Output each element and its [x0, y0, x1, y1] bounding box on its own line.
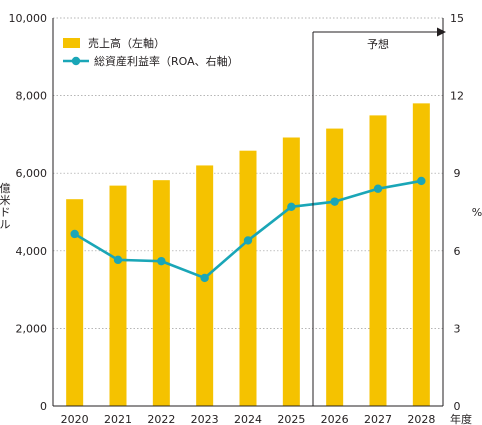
bar	[152, 180, 170, 406]
bar	[326, 128, 344, 406]
bar	[196, 165, 214, 406]
x-tick-label: 2027	[364, 413, 392, 425]
y-right-tick-label: 9	[454, 167, 461, 180]
x-tick-label: 2026	[321, 413, 349, 425]
bar	[239, 150, 257, 406]
y-left-tick-label: 4,000	[16, 245, 48, 258]
x-tick-label: 2021	[104, 413, 132, 425]
forecast-arrow-head	[437, 27, 446, 37]
forecast-marker: 予想	[312, 27, 446, 406]
roa-point	[113, 255, 123, 265]
bar	[369, 115, 387, 406]
line-series	[70, 176, 426, 283]
x-tick-label: 2024	[234, 413, 262, 425]
roa-point	[70, 229, 79, 239]
legend-swatch-bar	[63, 38, 80, 48]
bar-series	[66, 103, 430, 407]
bar	[109, 185, 127, 406]
x-tick-label: 2023	[191, 413, 219, 425]
y-right-axis-label: %	[472, 206, 482, 219]
axes	[52, 18, 444, 407]
y-right-tick-label: 6	[454, 245, 461, 258]
legend-swatch-marker	[71, 56, 81, 66]
y-right-tick-label: 12	[450, 90, 464, 103]
y-left-axis-label-char: ド	[0, 206, 11, 219]
legend-label-bar: 売上高（左軸）	[88, 36, 165, 50]
bar	[66, 199, 84, 406]
y-right-tick-label: 0	[454, 400, 461, 413]
roa-point	[417, 176, 426, 186]
bar	[282, 137, 300, 406]
roa-point	[373, 184, 383, 193]
legend-label-line: 総資産利益率（ROA、右軸）	[94, 54, 239, 68]
roa-point	[200, 273, 209, 283]
x-tick-label: 2025	[277, 413, 305, 425]
y-left-axis-label-char: ル	[0, 218, 11, 231]
tick-labels: 0 2,000 4,000 6,000 8,000 10,000 0 3 6 9 12 15 2020 2…	[9, 12, 465, 425]
x-axis-unit-label: 年度	[450, 412, 472, 425]
y-left-axis-label-char: 米	[0, 194, 11, 207]
x-tick-label: 2020	[61, 413, 89, 425]
x-tick-label: 2022	[147, 413, 175, 425]
roa-point	[157, 256, 166, 266]
y-left-tick-label: 0	[40, 400, 47, 413]
roa-point	[243, 236, 253, 245]
y-left-tick-label: 10,000	[9, 12, 48, 25]
bar	[412, 103, 430, 407]
roa-point	[287, 202, 296, 212]
y-left-axis-label-char: 億	[0, 182, 11, 195]
y-left-tick-label: 6,000	[16, 167, 48, 180]
y-left-tick-label: 8,000	[16, 90, 48, 103]
legend: 売上高（左軸） 総資産利益率（ROA、右軸）	[63, 36, 239, 68]
roa-point	[330, 197, 339, 206]
y-right-tick-label: 3	[454, 322, 461, 335]
forecast-label: 予想	[367, 37, 389, 51]
x-tick-label: 2028	[407, 413, 435, 425]
y-right-tick-label: 15	[450, 12, 464, 25]
y-left-tick-label: 2,000	[16, 322, 48, 335]
